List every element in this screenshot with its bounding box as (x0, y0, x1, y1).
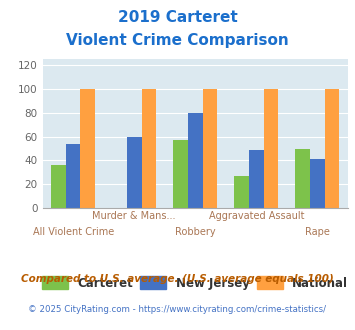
Text: © 2025 CityRating.com - https://www.cityrating.com/crime-statistics/: © 2025 CityRating.com - https://www.city… (28, 305, 327, 314)
Bar (249, 150, 264, 208)
Bar (188, 113, 203, 208)
Bar (173, 140, 188, 208)
Text: Rape: Rape (305, 227, 330, 237)
Bar (142, 89, 156, 208)
Bar (66, 144, 81, 208)
Bar (295, 148, 310, 208)
Bar (203, 89, 217, 208)
Text: Violent Crime Comparison: Violent Crime Comparison (66, 33, 289, 48)
Bar (127, 137, 142, 208)
Text: Compared to U.S. average. (U.S. average equals 100): Compared to U.S. average. (U.S. average … (21, 274, 334, 284)
Bar (81, 89, 95, 208)
Bar (325, 89, 339, 208)
Bar (234, 176, 249, 208)
Bar (264, 89, 278, 208)
Text: 2019 Carteret: 2019 Carteret (118, 10, 237, 25)
Bar (310, 159, 325, 208)
Legend: Carteret, New Jersey, National: Carteret, New Jersey, National (42, 276, 348, 289)
Text: Robbery: Robbery (175, 227, 215, 237)
Text: All Violent Crime: All Violent Crime (33, 227, 114, 237)
Bar (51, 165, 66, 208)
